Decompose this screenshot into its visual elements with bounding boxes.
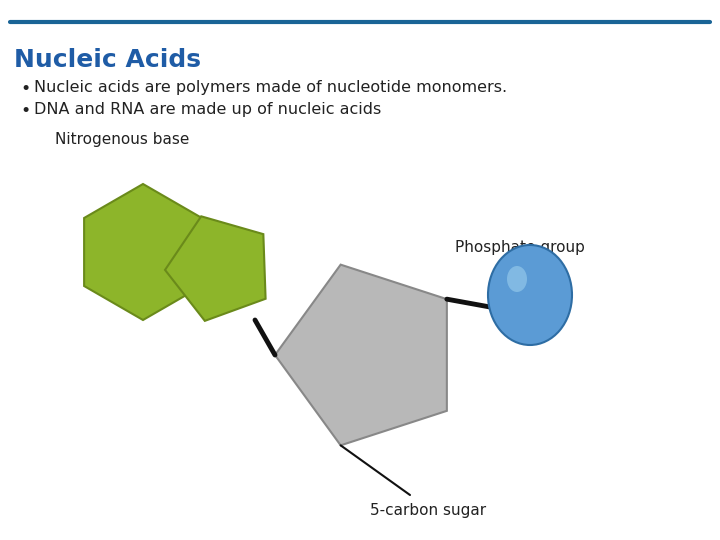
- Polygon shape: [84, 184, 202, 320]
- Text: Phosphate group: Phosphate group: [455, 240, 585, 255]
- Ellipse shape: [488, 245, 572, 345]
- Text: •: •: [20, 80, 30, 98]
- Polygon shape: [165, 217, 266, 321]
- Text: DNA and RNA are made up of nucleic acids: DNA and RNA are made up of nucleic acids: [34, 102, 382, 117]
- Text: Nitrogenous base: Nitrogenous base: [55, 132, 189, 147]
- Text: Nucleic Acids: Nucleic Acids: [14, 48, 201, 72]
- Text: 5-carbon sugar: 5-carbon sugar: [370, 503, 486, 518]
- Polygon shape: [275, 265, 447, 446]
- Text: Nucleic acids are polymers made of nucleotide monomers.: Nucleic acids are polymers made of nucle…: [34, 80, 507, 95]
- Text: •: •: [20, 102, 30, 120]
- Ellipse shape: [507, 266, 527, 292]
